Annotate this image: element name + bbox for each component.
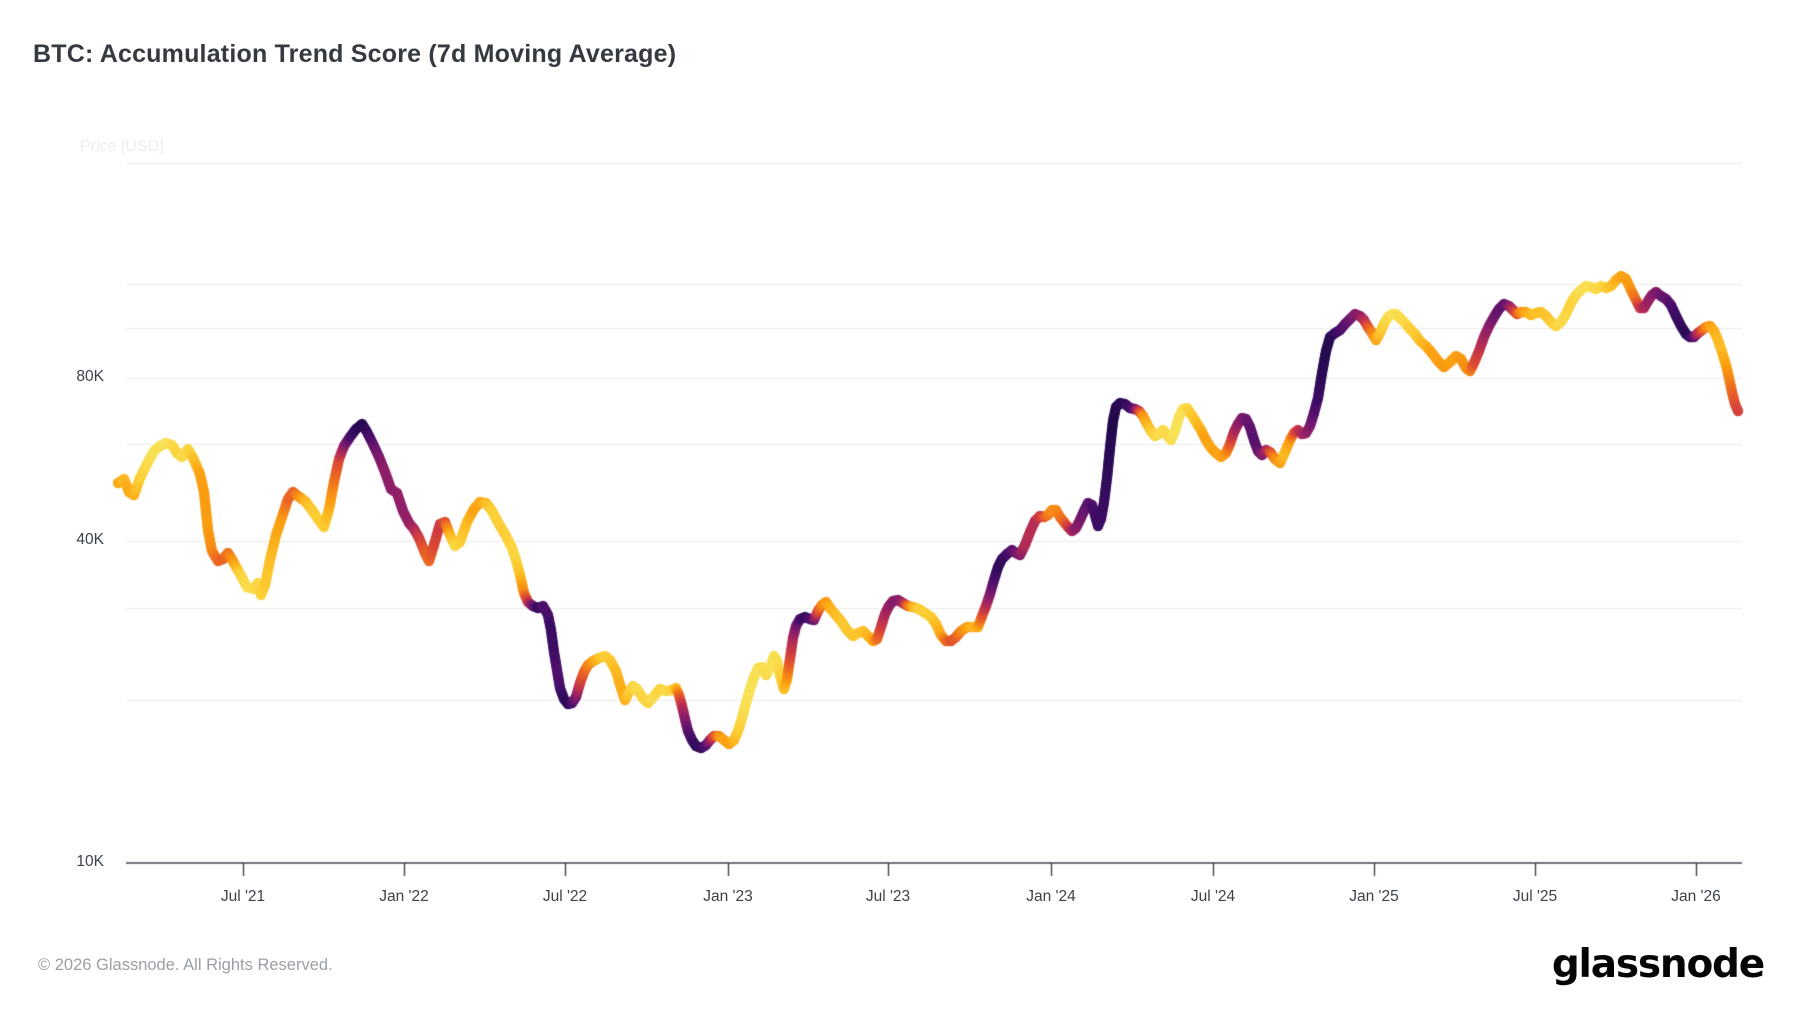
- x-tick-label: Jan '24: [1026, 888, 1076, 905]
- x-tick-label: Jan '23: [703, 888, 753, 905]
- x-tick-label: Jan '26: [1671, 888, 1721, 905]
- x-tick-label: Jul '22: [542, 888, 588, 905]
- x-tick-label: Jan '22: [379, 888, 429, 905]
- x-tick-label: Jul '25: [1512, 888, 1558, 905]
- y-tick-label: 10K: [76, 853, 104, 870]
- x-tick-label: Jul '23: [865, 888, 911, 905]
- y-tick-label: 80K: [76, 368, 104, 385]
- x-tick-label: Jul '21: [220, 888, 266, 905]
- glassnode-logo: glassnode: [1551, 942, 1765, 987]
- copyright-text: © 2026 Glassnode. All Rights Reserved.: [38, 956, 333, 974]
- page-title: BTC: Accumulation Trend Score (7d Moving…: [33, 40, 677, 68]
- y-axis-title: Price [USD]: [80, 138, 164, 155]
- y-tick-label: 40K: [76, 531, 104, 548]
- x-tick-label: Jan '25: [1349, 888, 1399, 905]
- x-tick-label: Jul '24: [1190, 888, 1236, 905]
